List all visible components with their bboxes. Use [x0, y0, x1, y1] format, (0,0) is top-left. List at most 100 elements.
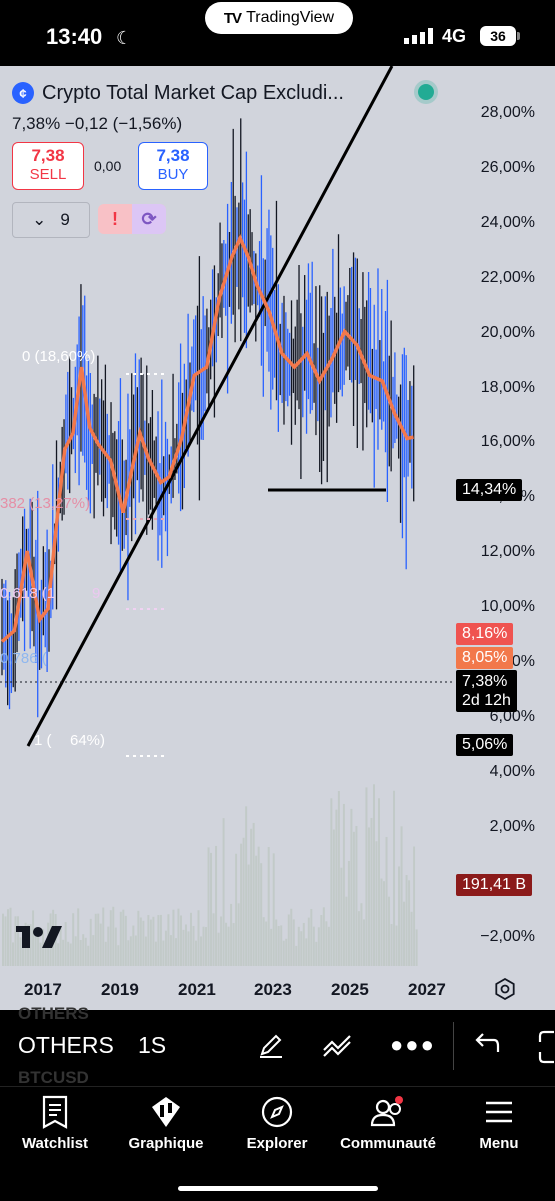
- volume-bar: [300, 931, 303, 966]
- nav-chart[interactable]: Graphique: [111, 1095, 221, 1152]
- volume-bar: [149, 919, 152, 966]
- volume-bar: [132, 925, 135, 966]
- sync-icon[interactable]: ⟳: [132, 204, 166, 234]
- volume-bar: [342, 803, 345, 966]
- volume-bar: [12, 942, 15, 966]
- volume-bar: [152, 916, 155, 966]
- volume-bar: [187, 931, 190, 966]
- indicators-icon[interactable]: [322, 1030, 354, 1060]
- price-change-line: 7,38% −0,12 (−1,56%): [12, 114, 183, 133]
- trend-line[interactable]: [26, 66, 394, 747]
- volume-bar: [2, 913, 4, 966]
- volume-bar: [117, 945, 120, 966]
- volume-bar: [282, 940, 285, 966]
- volume-bar: [245, 806, 248, 966]
- price-axis-label: 22,00%: [480, 268, 535, 286]
- buy-button[interactable]: 7,38 BUY: [138, 142, 208, 190]
- app-pill-label: TradingView: [246, 9, 335, 26]
- volume-bar: [14, 916, 17, 966]
- chart-canvas[interactable]: [0, 66, 555, 1010]
- indicators-count: 9: [60, 210, 70, 229]
- settings-icon[interactable]: [494, 978, 516, 1000]
- low-price-tag: 5,06%: [456, 734, 514, 756]
- volume-bar: [267, 847, 270, 966]
- indicators-toggle-button[interactable]: ⌄ 9: [12, 202, 90, 238]
- compass-icon: [261, 1096, 293, 1128]
- nav-watchlist[interactable]: Watchlist: [0, 1095, 110, 1152]
- volume-bar: [39, 942, 42, 966]
- sell-button[interactable]: 7,38 SELL: [12, 142, 84, 190]
- menu-icon: [486, 1101, 512, 1123]
- market-status-icon[interactable]: [418, 84, 434, 100]
- undo-icon[interactable]: [474, 1030, 500, 1058]
- volume-bar: [365, 787, 368, 966]
- volume-bar: [265, 921, 268, 966]
- time-axis-label: 2021: [178, 980, 216, 999]
- volume-bar: [222, 818, 225, 966]
- volume-bar: [362, 919, 365, 966]
- more-options-icon[interactable]: ●●●: [390, 1032, 436, 1057]
- interval-button[interactable]: 1S: [138, 1032, 167, 1058]
- volume-bar: [57, 943, 60, 966]
- fullscreen-icon[interactable]: [536, 1030, 555, 1064]
- time-axis[interactable]: 2017 2019 2021 2023 2025 2027: [0, 972, 555, 1010]
- volume-bar: [144, 936, 147, 966]
- volume-bar: [252, 822, 255, 966]
- warning-button[interactable]: !: [98, 204, 132, 234]
- app-pill[interactable]: TV TradingView: [205, 2, 353, 34]
- volume-bar: [157, 915, 160, 966]
- volume-tag: 191,41 B: [456, 874, 533, 896]
- volume-bar: [262, 917, 265, 966]
- volume-bar: [415, 929, 418, 966]
- volume-bar: [297, 926, 300, 966]
- volume-bar: [134, 935, 137, 966]
- nav-label-watchlist: Watchlist: [21, 1135, 89, 1152]
- volume-bar: [162, 940, 165, 966]
- volume-bar: [305, 938, 308, 966]
- nav-menu[interactable]: Menu: [444, 1095, 554, 1152]
- volume-bar: [127, 940, 130, 966]
- nav-label-explore: Explorer: [246, 1135, 308, 1152]
- volume-bar: [237, 903, 240, 966]
- volume-bar: [227, 926, 230, 966]
- volume-bar: [335, 809, 338, 966]
- time-axis-label: 2027: [408, 980, 446, 999]
- volume-bar: [142, 920, 145, 966]
- price-axis-label: 18,00%: [480, 378, 535, 396]
- volume-bar: [137, 910, 140, 966]
- volume-bar: [79, 939, 82, 966]
- symbol-button[interactable]: OTHERS: [18, 1032, 114, 1058]
- volume-bar: [44, 945, 47, 966]
- volume-bar: [169, 935, 172, 966]
- price-axis-label: −2,00%: [480, 927, 535, 945]
- volume-bar: [352, 831, 355, 966]
- volume-bar: [102, 907, 105, 966]
- current-price-value: 7,38%: [462, 673, 508, 690]
- volume-bar: [230, 903, 233, 966]
- volume-bar: [277, 926, 280, 966]
- volume-bar: [92, 935, 95, 966]
- volume-bar: [285, 938, 288, 966]
- buy-value: 7,38: [156, 146, 190, 165]
- time-axis-label: 2017: [24, 980, 62, 999]
- alert-sync-buttons[interactable]: ! ⟳: [98, 204, 166, 234]
- symbol-legend[interactable]: ¢ Crypto Total Market Cap Excludi...: [12, 78, 344, 108]
- volume-bar: [139, 917, 142, 966]
- volume-bar: [159, 914, 162, 966]
- volume-bar: [250, 828, 253, 966]
- ghost-symbol-top: OTHERS: [18, 1004, 89, 1023]
- chart-area[interactable]: 28,00% 26,00% 24,00% 22,00% 20,00% 18,00% 16,0…: [0, 66, 555, 1010]
- volume-bar: [182, 929, 185, 966]
- nav-community[interactable]: Communauté: [333, 1095, 443, 1152]
- crypto-symbol-icon: ¢: [12, 82, 34, 104]
- drawing-pen-icon[interactable]: [256, 1030, 286, 1060]
- nav-explore[interactable]: Explorer: [222, 1095, 332, 1152]
- ma-red-price-tag: 8,16%: [456, 623, 514, 645]
- volume-bar: [370, 817, 373, 966]
- watchlist-icon: [42, 1095, 68, 1129]
- volume-bar: [360, 903, 363, 966]
- chart-icon: [152, 1097, 180, 1127]
- status-time: 13:40: [46, 24, 103, 49]
- volume-bar: [380, 878, 383, 966]
- level-price-tag: 14,34%: [456, 479, 523, 501]
